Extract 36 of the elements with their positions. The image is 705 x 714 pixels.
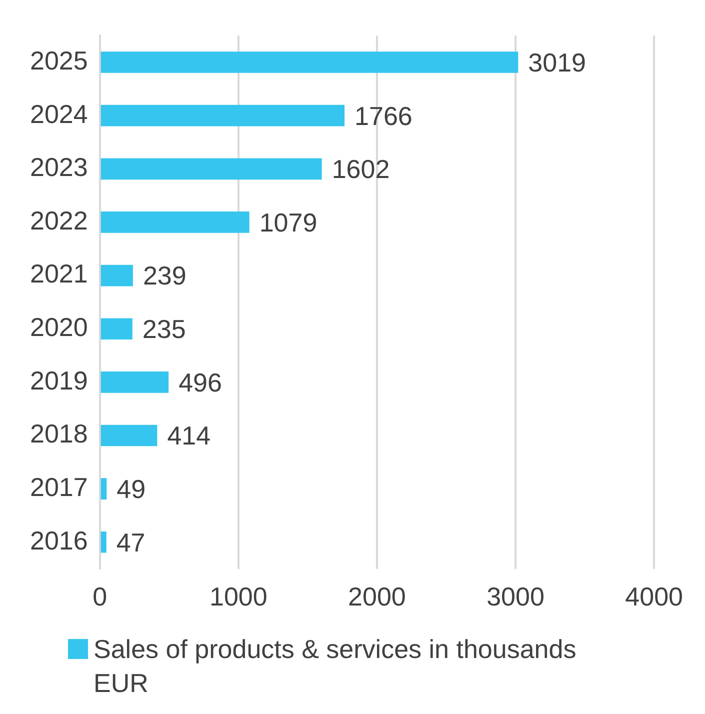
x-tick-label: 3000 <box>486 582 544 612</box>
bar <box>100 158 322 180</box>
bar <box>100 372 169 393</box>
bar <box>100 104 345 126</box>
data-label: 496 <box>178 367 222 398</box>
bar <box>100 212 250 233</box>
y-tick-label: 2019 <box>30 365 88 396</box>
x-tick-label: 4000 <box>625 582 683 612</box>
y-tick-label: 2024 <box>30 98 88 129</box>
data-label: 1079 <box>259 207 318 238</box>
y-tick-label: 2016 <box>30 525 88 556</box>
bar <box>100 478 107 500</box>
y-tick-label: 2022 <box>30 205 88 236</box>
y-tick-label: 2023 <box>30 152 88 182</box>
y-tick-label: 2018 <box>30 418 88 449</box>
data-label: 239 <box>142 260 186 291</box>
bar <box>100 531 106 553</box>
legend-label: Sales of products & services in thousands EUR <box>94 633 578 700</box>
data-label: 1766 <box>354 100 412 131</box>
x-tick-label: 2000 <box>348 582 406 612</box>
data-label: 235 <box>142 314 186 344</box>
data-label: 3019 <box>528 47 586 78</box>
data-label: 414 <box>167 420 211 451</box>
bar <box>100 424 158 446</box>
y-tick-label: 2025 <box>30 45 88 76</box>
x-tick-label: 0 <box>92 582 108 612</box>
data-label: 1602 <box>332 154 390 184</box>
y-tick-label: 2017 <box>30 472 88 502</box>
y-tick-label: 2020 <box>30 312 88 342</box>
bar <box>100 318 132 340</box>
data-label: 49 <box>116 474 146 504</box>
bar <box>100 52 518 73</box>
data-label: 47 <box>116 527 146 558</box>
bar <box>100 264 133 286</box>
x-tick-label: 1000 <box>209 582 268 612</box>
y-tick-label: 2021 <box>30 258 88 289</box>
